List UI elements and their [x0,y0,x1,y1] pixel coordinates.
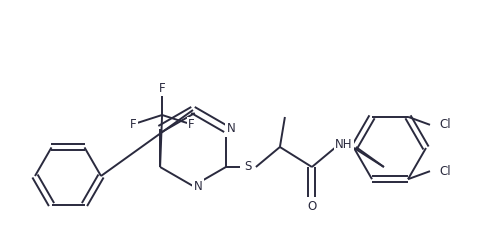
Text: N: N [194,179,202,192]
Text: Cl: Cl [439,118,450,131]
Text: O: O [308,199,316,212]
Text: F: F [188,119,194,131]
Text: F: F [159,82,166,95]
Text: NH: NH [335,138,352,151]
Text: S: S [244,161,252,174]
Text: F: F [130,119,136,131]
Text: N: N [226,123,235,136]
Text: Cl: Cl [439,165,450,178]
